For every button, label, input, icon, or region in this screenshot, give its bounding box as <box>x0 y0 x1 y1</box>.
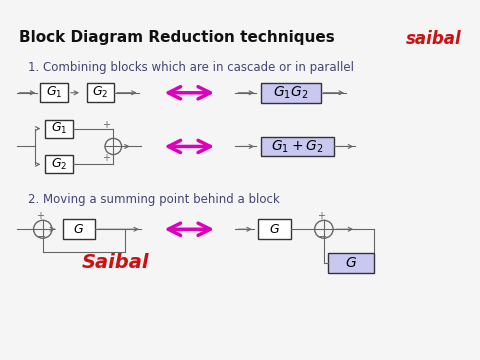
Text: $G_1$: $G_1$ <box>51 121 67 136</box>
Text: +: + <box>317 211 325 221</box>
Text: $G$: $G$ <box>345 256 357 270</box>
Bar <box>62 219 95 239</box>
Text: +: + <box>102 120 110 130</box>
Text: +: + <box>36 211 44 221</box>
Text: saibal: saibal <box>406 30 461 48</box>
Text: $-$: $-$ <box>317 230 327 240</box>
Text: $G_1G_2$: $G_1G_2$ <box>273 85 308 101</box>
Text: 1. Combining blocks which are in cascade or in parallel: 1. Combining blocks which are in cascade… <box>28 62 354 75</box>
Bar <box>86 84 114 102</box>
Bar <box>327 253 373 273</box>
Text: $G_1 + G_2$: $G_1 + G_2$ <box>271 138 324 155</box>
Text: $G_1$: $G_1$ <box>46 85 62 100</box>
Text: Saibal: Saibal <box>82 253 149 272</box>
Text: Block Diagram Reduction techniques: Block Diagram Reduction techniques <box>19 30 335 45</box>
Bar <box>261 83 321 103</box>
Text: $G_2$: $G_2$ <box>51 157 67 172</box>
Bar <box>258 219 291 239</box>
Text: $G$: $G$ <box>269 223 280 236</box>
Bar <box>45 120 73 138</box>
Text: $G_2$: $G_2$ <box>92 85 108 100</box>
Text: $G$: $G$ <box>73 223 84 236</box>
Bar <box>261 136 335 156</box>
Text: +: + <box>102 153 110 163</box>
Bar <box>40 84 68 102</box>
Text: 2. Moving a summing point behind a block: 2. Moving a summing point behind a block <box>28 193 280 206</box>
Text: $-$: $-$ <box>36 230 46 240</box>
Bar <box>45 156 73 173</box>
